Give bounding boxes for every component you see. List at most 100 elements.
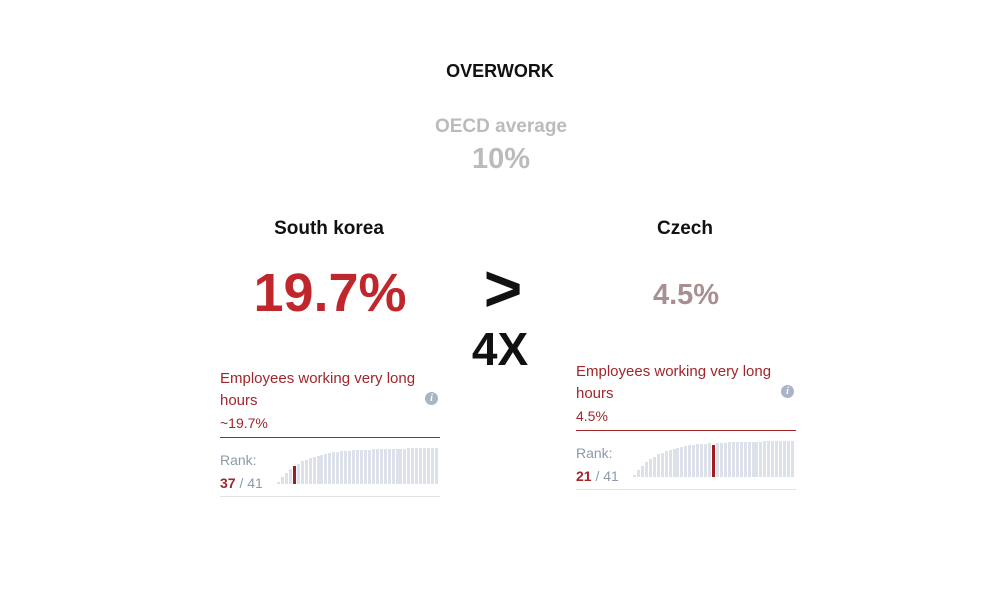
rank-bar (644, 462, 648, 477)
rank-label: Rank: (576, 445, 613, 461)
rank-bar (419, 448, 423, 484)
rank-bar (304, 459, 308, 484)
rank-bar (427, 448, 431, 484)
rank-bar (288, 469, 292, 484)
average-value: 10% (471, 143, 531, 175)
rank-bar (348, 450, 352, 484)
rank-chart (633, 441, 795, 477)
rank-bar (751, 441, 755, 477)
card-heading: Employees working very long hours (220, 370, 416, 409)
rank-bar (340, 451, 344, 484)
info-icon: i (781, 385, 794, 398)
rank: 21 / 41 (576, 468, 619, 484)
rank-bar (359, 449, 363, 484)
rank-value: 37 (220, 475, 236, 491)
rank-bar (280, 477, 284, 484)
rank-bar (743, 441, 747, 477)
rank-bar (783, 441, 787, 477)
card: Employees working very long hours i 4.5% Ra… (576, 361, 796, 490)
info-icon: i (425, 392, 438, 405)
country-name: Czech (657, 218, 713, 239)
rank-bar (312, 456, 316, 484)
rank-value: 21 (576, 468, 592, 484)
rank-bar (715, 442, 719, 477)
rank: 37 / 41 (220, 475, 263, 491)
rank-bar (656, 454, 660, 477)
rank-bar (411, 448, 415, 484)
rank-bar (739, 442, 743, 477)
rank-bar (779, 441, 783, 477)
rank-bar (791, 441, 795, 477)
rank-chart (277, 448, 439, 484)
rank-bar (688, 445, 692, 477)
rank-bar (648, 459, 652, 477)
card-value: 4.5% (576, 408, 608, 424)
rank-bar (696, 444, 700, 477)
rank-highlight (712, 445, 716, 477)
divider (220, 437, 440, 438)
rank-bar (320, 454, 324, 484)
rank-bar (367, 449, 371, 484)
rank-bar (371, 449, 375, 484)
divider (576, 430, 796, 431)
rank-bar (680, 446, 684, 477)
rank-bar (633, 475, 636, 477)
rank-bar (787, 441, 791, 477)
rank-bar (375, 449, 379, 484)
rank-bar (719, 442, 723, 477)
rank-bar (747, 441, 751, 477)
rank-bar (723, 442, 727, 477)
rank-bar (676, 447, 680, 477)
rank-bar (704, 443, 708, 477)
rank-bar (668, 449, 672, 477)
rank-separator: / (595, 468, 600, 484)
rank-bar (352, 450, 356, 484)
rank-separator: / (239, 475, 244, 491)
rank-bar (775, 441, 779, 477)
rank-bar (387, 448, 391, 484)
rank-bar (672, 448, 676, 477)
rank-bar (344, 451, 348, 484)
country-value: 4.5% (652, 279, 720, 311)
card: Employees working very long hours i ~19.7%… (220, 368, 440, 497)
rank-bar (324, 453, 328, 484)
rank-bar (700, 444, 704, 477)
rank-bar (731, 442, 735, 477)
comparison-symbol: > (483, 251, 523, 325)
rank-bar (423, 448, 427, 484)
rank-bar (727, 442, 731, 477)
rank-bar (356, 450, 360, 484)
rank-total: 41 (603, 468, 619, 484)
rank-bar (403, 448, 407, 484)
comparison-factor: 4X (471, 323, 529, 375)
rank-bar (664, 451, 668, 477)
rank-bar (640, 465, 644, 477)
rank-bar (308, 458, 312, 484)
rank-bar (735, 442, 739, 477)
rank-bar (771, 441, 775, 477)
rank-highlight (292, 466, 296, 484)
rank-bar (332, 452, 336, 484)
rank-bar (284, 472, 288, 484)
rank-bar (383, 449, 387, 484)
rank-bar (755, 441, 759, 477)
title: OVERWORK (446, 61, 554, 81)
rank-bar (767, 441, 771, 477)
rank-bar (759, 441, 763, 477)
rank-bar (692, 444, 696, 477)
rank-bar (379, 449, 383, 484)
rank-bar (763, 441, 767, 477)
rank-bar (296, 463, 300, 484)
rank-bar (395, 448, 399, 484)
rank-bar (328, 453, 332, 484)
rank-bar (363, 449, 367, 484)
rank-bar (660, 452, 664, 477)
country-value: 19.7% (253, 263, 407, 323)
rank-bar (277, 482, 280, 484)
rank-total: 41 (247, 475, 263, 491)
country-name: South korea (274, 218, 384, 239)
rank-bar (316, 455, 320, 484)
rank-bar (708, 443, 712, 477)
rank-bar (652, 456, 656, 477)
